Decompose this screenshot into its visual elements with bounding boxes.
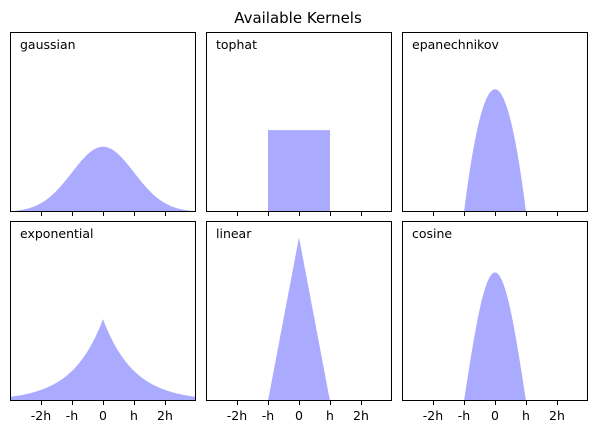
x-tick-label: 2h — [353, 408, 369, 423]
x-tick-label: -h — [458, 408, 470, 423]
panel-label: linear — [216, 226, 252, 241]
panel-label: cosine — [412, 226, 452, 241]
density-fill-cosine — [402, 272, 588, 401]
x-tick-label: -h — [66, 408, 78, 423]
figure-title: Available Kernels — [234, 9, 362, 27]
panel-label: tophat — [216, 37, 257, 52]
panel-epanechnikov: epanechnikov — [402, 32, 588, 216]
density-fill-epanechnikov — [402, 89, 588, 212]
density-fill-exponential — [10, 319, 196, 401]
x-tick-label: h — [326, 408, 334, 423]
panel-tophat: tophat — [206, 32, 392, 216]
kernel-panels: gaussian tophat epanechnikov -2h -h 0 h 2h expon… — [10, 32, 588, 423]
panel-linear: -2h -h 0 h 2h linear — [206, 221, 392, 423]
x-tick-label: 0 — [99, 408, 107, 423]
panel-label: epanechnikov — [412, 37, 500, 52]
x-tick-label: h — [130, 408, 138, 423]
axes-frame — [402, 32, 588, 212]
x-tick-label: -2h — [423, 408, 443, 423]
panel-cosine: -2h -h 0 h 2h cosine — [402, 221, 588, 423]
panel-label: gaussian — [20, 37, 76, 52]
axes-frame — [10, 221, 196, 401]
density-fill-tophat — [268, 130, 330, 212]
panel-gaussian: gaussian — [10, 32, 196, 216]
x-tick-label: 0 — [491, 408, 499, 423]
axes-frame — [206, 221, 392, 401]
x-tick-label: h — [522, 408, 530, 423]
panel-exponential: -2h -h 0 h 2h exponential — [10, 221, 196, 423]
x-tick-label: -2h — [227, 408, 247, 423]
x-tick-label: 0 — [295, 408, 303, 423]
x-tick-label: 2h — [157, 408, 173, 423]
axes-frame — [402, 221, 588, 401]
axes-frame — [206, 32, 392, 212]
axes-frame — [10, 32, 196, 212]
panel-label: exponential — [20, 226, 94, 241]
x-tick-label: -2h — [31, 408, 51, 423]
density-fill-linear — [206, 237, 392, 401]
density-fill-gaussian — [10, 146, 196, 212]
x-tick-label: 2h — [549, 408, 565, 423]
x-tick-label: -h — [262, 408, 274, 423]
